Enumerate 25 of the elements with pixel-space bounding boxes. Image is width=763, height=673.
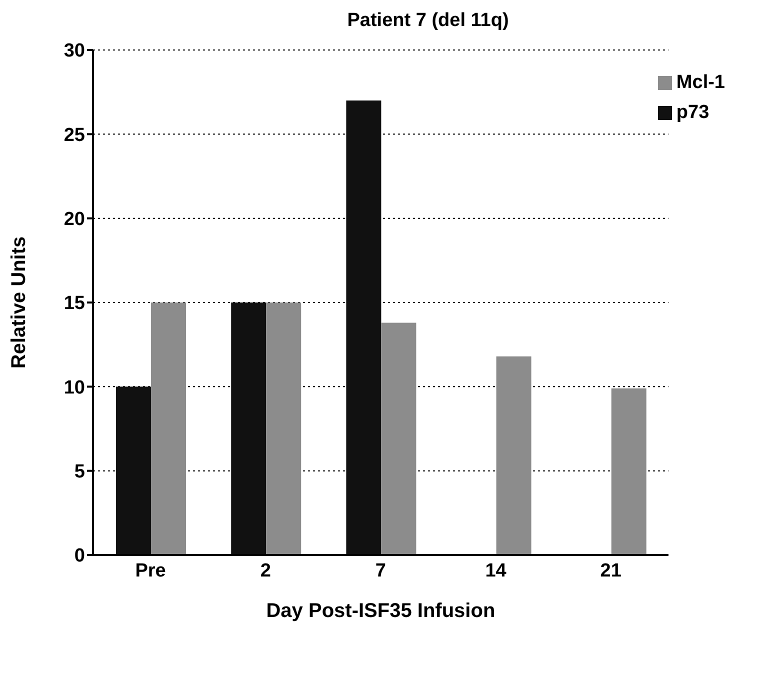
- x-tick-label: 7: [375, 560, 386, 582]
- y-tick-label: 0: [74, 546, 85, 567]
- x-tick-label: 2: [260, 560, 271, 582]
- x-tick-label: Pre: [135, 560, 166, 582]
- chart-title: Patient 7 (del 11q): [346, 10, 510, 32]
- y-axis-title: Relative Units: [8, 236, 30, 369]
- bar: [346, 100, 382, 555]
- x-tick-label: 14: [485, 560, 507, 582]
- bar: [381, 322, 416, 555]
- y-tick-label: 10: [64, 377, 85, 398]
- bar: [611, 388, 646, 555]
- legend-label: p73: [676, 102, 710, 123]
- bar: [496, 356, 532, 555]
- bar: [231, 302, 266, 555]
- legend-label: Mcl-1: [676, 72, 725, 93]
- y-tick-label: 25: [64, 124, 86, 146]
- bar: [151, 302, 186, 555]
- y-tick-label: 15: [64, 293, 86, 314]
- bar: [266, 302, 302, 555]
- bar: [116, 386, 152, 555]
- x-tick-label: 21: [600, 560, 622, 582]
- y-tick-label: 30: [64, 40, 85, 62]
- y-tick-label: 5: [74, 462, 86, 483]
- y-tick-label: 20: [64, 209, 85, 230]
- x-axis-title: Day Post-ISF35 Infusion: [266, 600, 496, 622]
